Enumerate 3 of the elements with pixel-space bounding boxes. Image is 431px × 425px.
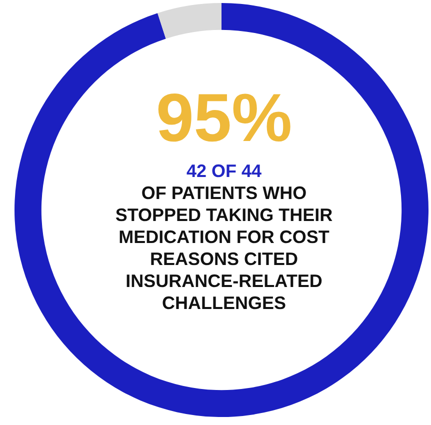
text: OF PATIENTS WHO STOPPED TAKING THEIR MEDICATION FOR COST REASONS CITED INSURANCE-RELATED CHALLENGES [114, 182, 334, 314]
text: 42 OF 44 [185, 160, 263, 182]
text: 95% [154, 80, 294, 156]
